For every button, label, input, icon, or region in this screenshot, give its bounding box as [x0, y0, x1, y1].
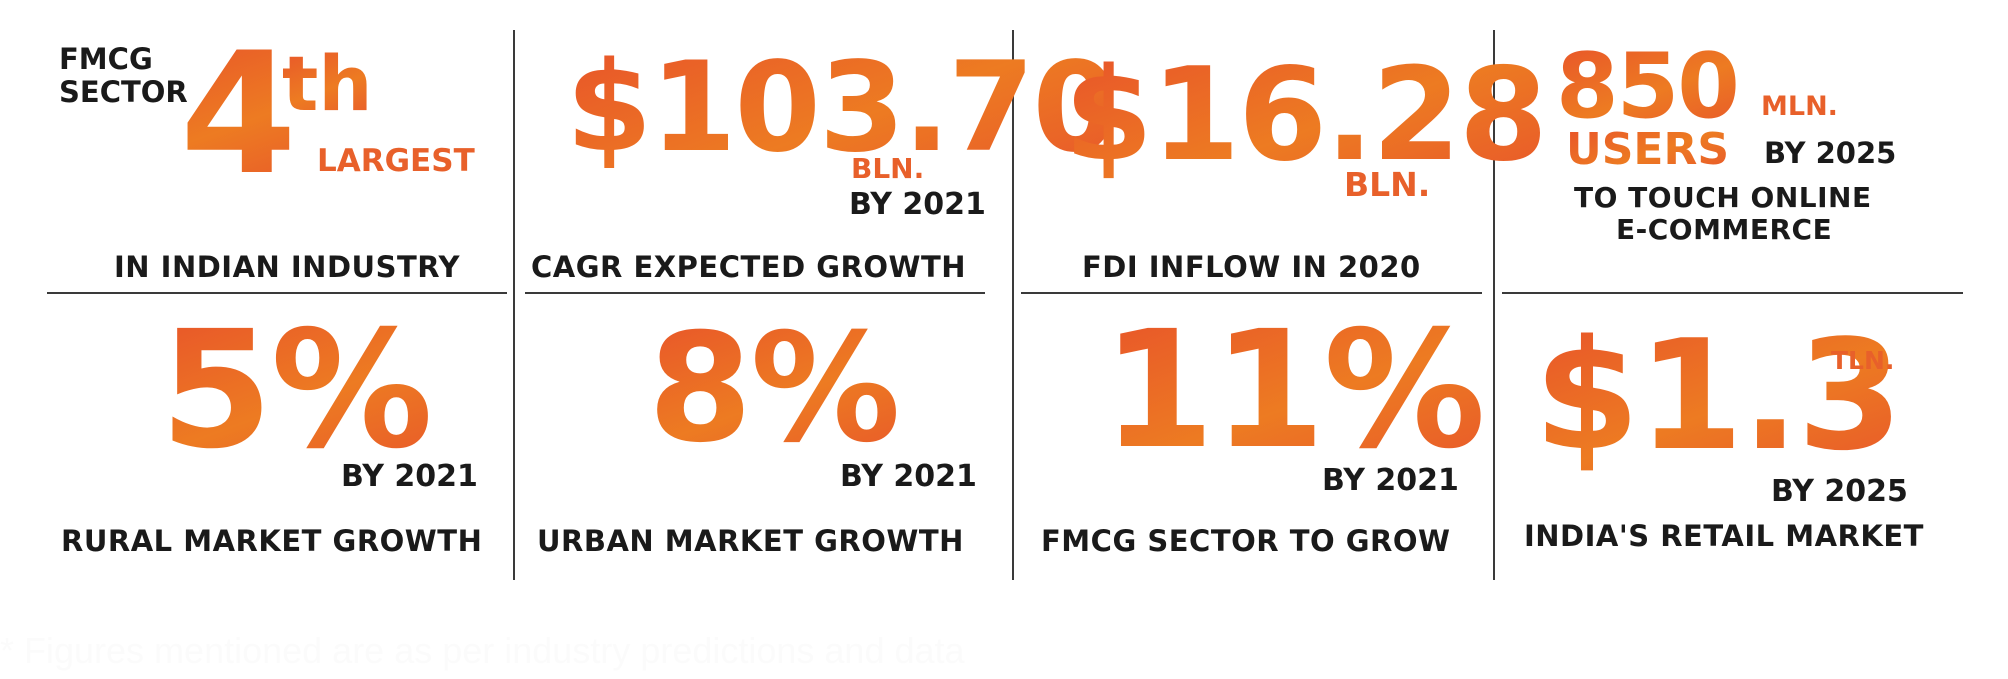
stat-period: BY 2025 [1764, 136, 1897, 170]
stat-caption-line1: TO TOUCH ONLINE [1574, 181, 1872, 214]
stat-period: BY 2025 [1771, 474, 1908, 509]
stat-caption: CAGR EXPECTED GROWTH [531, 250, 967, 284]
stat-value: $1.3 [1534, 307, 1903, 484]
footnote: * Figures mentioned are as per industry … [0, 630, 965, 671]
stat-sub-value: USERS [1566, 124, 1730, 175]
stat-caption: FDI INFLOW IN 2020 [1082, 250, 1421, 284]
stat-caption-line2: E-COMMERCE [1616, 213, 1833, 246]
stat-period: BY 2021 [341, 459, 478, 494]
stat-period: BY 2021 [1322, 463, 1459, 498]
stat-caption: IN INDIAN INDUSTRY [114, 250, 460, 284]
stat-caption: INDIA'S RETAIL MARKET [1524, 519, 1924, 553]
stat-prefix-line2: SECTOR [59, 75, 188, 109]
stat-caption: URBAN MARKET GROWTH [537, 524, 964, 558]
divider-horizontal-3 [1021, 292, 1482, 294]
stat-period: BY 2021 [849, 187, 986, 222]
stat-caption: RURAL MARKET GROWTH [61, 524, 483, 558]
divider-horizontal-1 [47, 292, 507, 294]
stat-value: 5% [160, 297, 433, 485]
stat-unit: BLN. [1344, 165, 1431, 204]
stat-unit: TLN. [1831, 346, 1895, 375]
stat-value: $16.28 [1064, 41, 1548, 190]
stat-value: $103.70 [566, 36, 1119, 180]
stat-suffix: th [282, 39, 373, 128]
divider-horizontal-2 [525, 292, 985, 294]
divider-horizontal-4 [1502, 292, 1963, 294]
divider-vertical-2 [1012, 30, 1014, 580]
stat-unit: LARGEST [317, 143, 475, 179]
stat-unit: MLN. [1761, 91, 1838, 122]
stat-caption: FMCG SECTOR TO GROW [1041, 524, 1451, 558]
stat-period: BY 2021 [840, 459, 977, 494]
stat-value: 11% [1102, 297, 1486, 485]
stat-prefix-line1: FMCG [59, 42, 153, 76]
stat-value: 4 [180, 16, 297, 212]
stat-unit: BLN. [851, 152, 925, 185]
divider-vertical-1 [513, 30, 515, 580]
divider-vertical-3 [1493, 30, 1495, 580]
stat-value: 8% [648, 302, 901, 476]
stat-value: 850 [1556, 34, 1740, 139]
